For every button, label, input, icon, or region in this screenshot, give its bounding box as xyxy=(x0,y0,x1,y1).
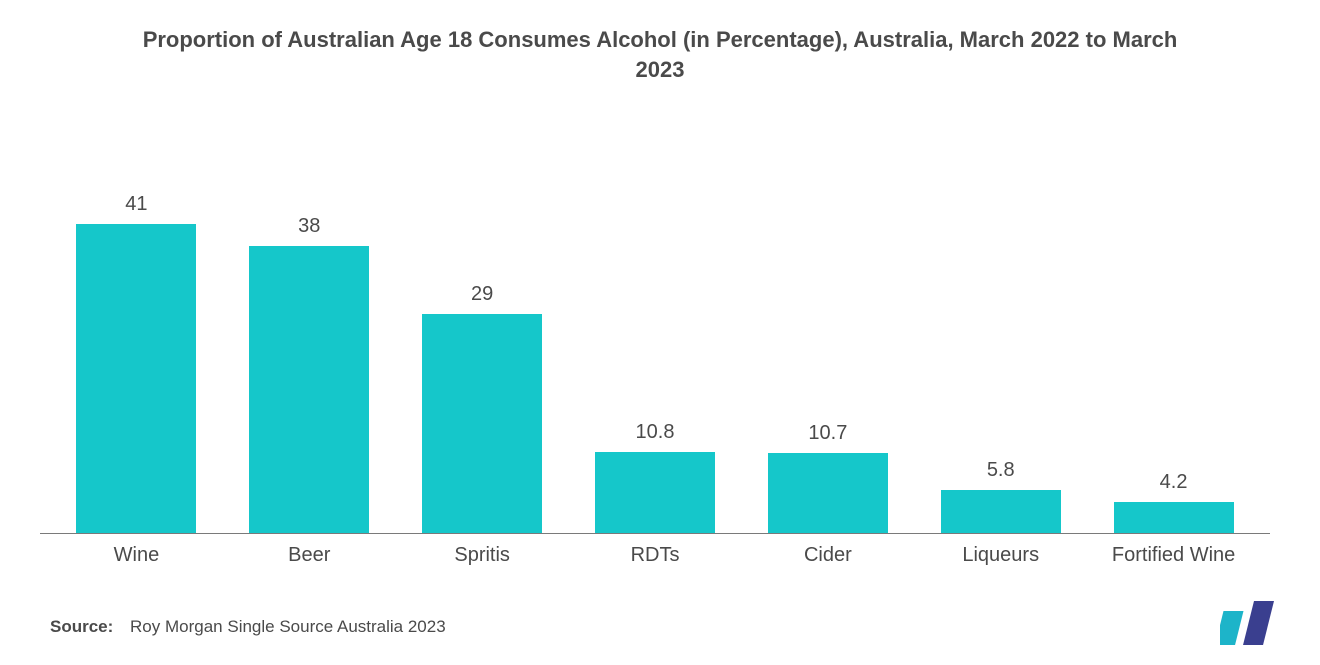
plot-area: 41 38 29 10.8 10.7 5.8 4.2 xyxy=(40,134,1270,534)
bar xyxy=(941,490,1061,534)
category-label: Cider xyxy=(741,544,914,567)
bar xyxy=(768,453,888,534)
category-label: Beer xyxy=(223,544,396,567)
bar-value-label: 10.8 xyxy=(636,421,675,444)
mordor-intelligence-logo xyxy=(1220,601,1290,645)
source-label: Source: xyxy=(50,617,113,636)
category-axis: WineBeerSpritisRDTsCiderLiqueursFortifie… xyxy=(40,544,1270,567)
bar xyxy=(249,246,369,533)
bar-value-label: 4.2 xyxy=(1160,471,1188,494)
bar xyxy=(1114,502,1234,534)
category-label: Liqueurs xyxy=(914,544,1087,567)
bar xyxy=(595,452,715,534)
bar-value-label: 5.8 xyxy=(987,459,1015,482)
chart-title: Proportion of Australian Age 18 Consumes… xyxy=(130,25,1190,84)
bar xyxy=(422,314,542,533)
category-label: Spritis xyxy=(396,544,569,567)
bar xyxy=(76,224,196,534)
bar-slot: 10.8 xyxy=(569,134,742,533)
source-citation: Source: Roy Morgan Single Source Austral… xyxy=(50,617,446,637)
bar-value-label: 10.7 xyxy=(808,422,847,445)
bar-value-label: 41 xyxy=(125,193,147,216)
bar-slot: 4.2 xyxy=(1087,134,1260,533)
bar-value-label: 29 xyxy=(471,283,493,306)
bar-slot: 10.7 xyxy=(741,134,914,533)
bar-slot: 38 xyxy=(223,134,396,533)
category-label: Wine xyxy=(50,544,223,567)
bar-value-label: 38 xyxy=(298,215,320,238)
category-label: Fortified Wine xyxy=(1087,544,1260,567)
category-label: RDTs xyxy=(569,544,742,567)
bar-slot: 41 xyxy=(50,134,223,533)
bar-slot: 29 xyxy=(396,134,569,533)
chart-container: Proportion of Australian Age 18 Consumes… xyxy=(0,0,1320,665)
bar-slot: 5.8 xyxy=(914,134,1087,533)
source-text: Roy Morgan Single Source Australia 2023 xyxy=(130,617,446,636)
